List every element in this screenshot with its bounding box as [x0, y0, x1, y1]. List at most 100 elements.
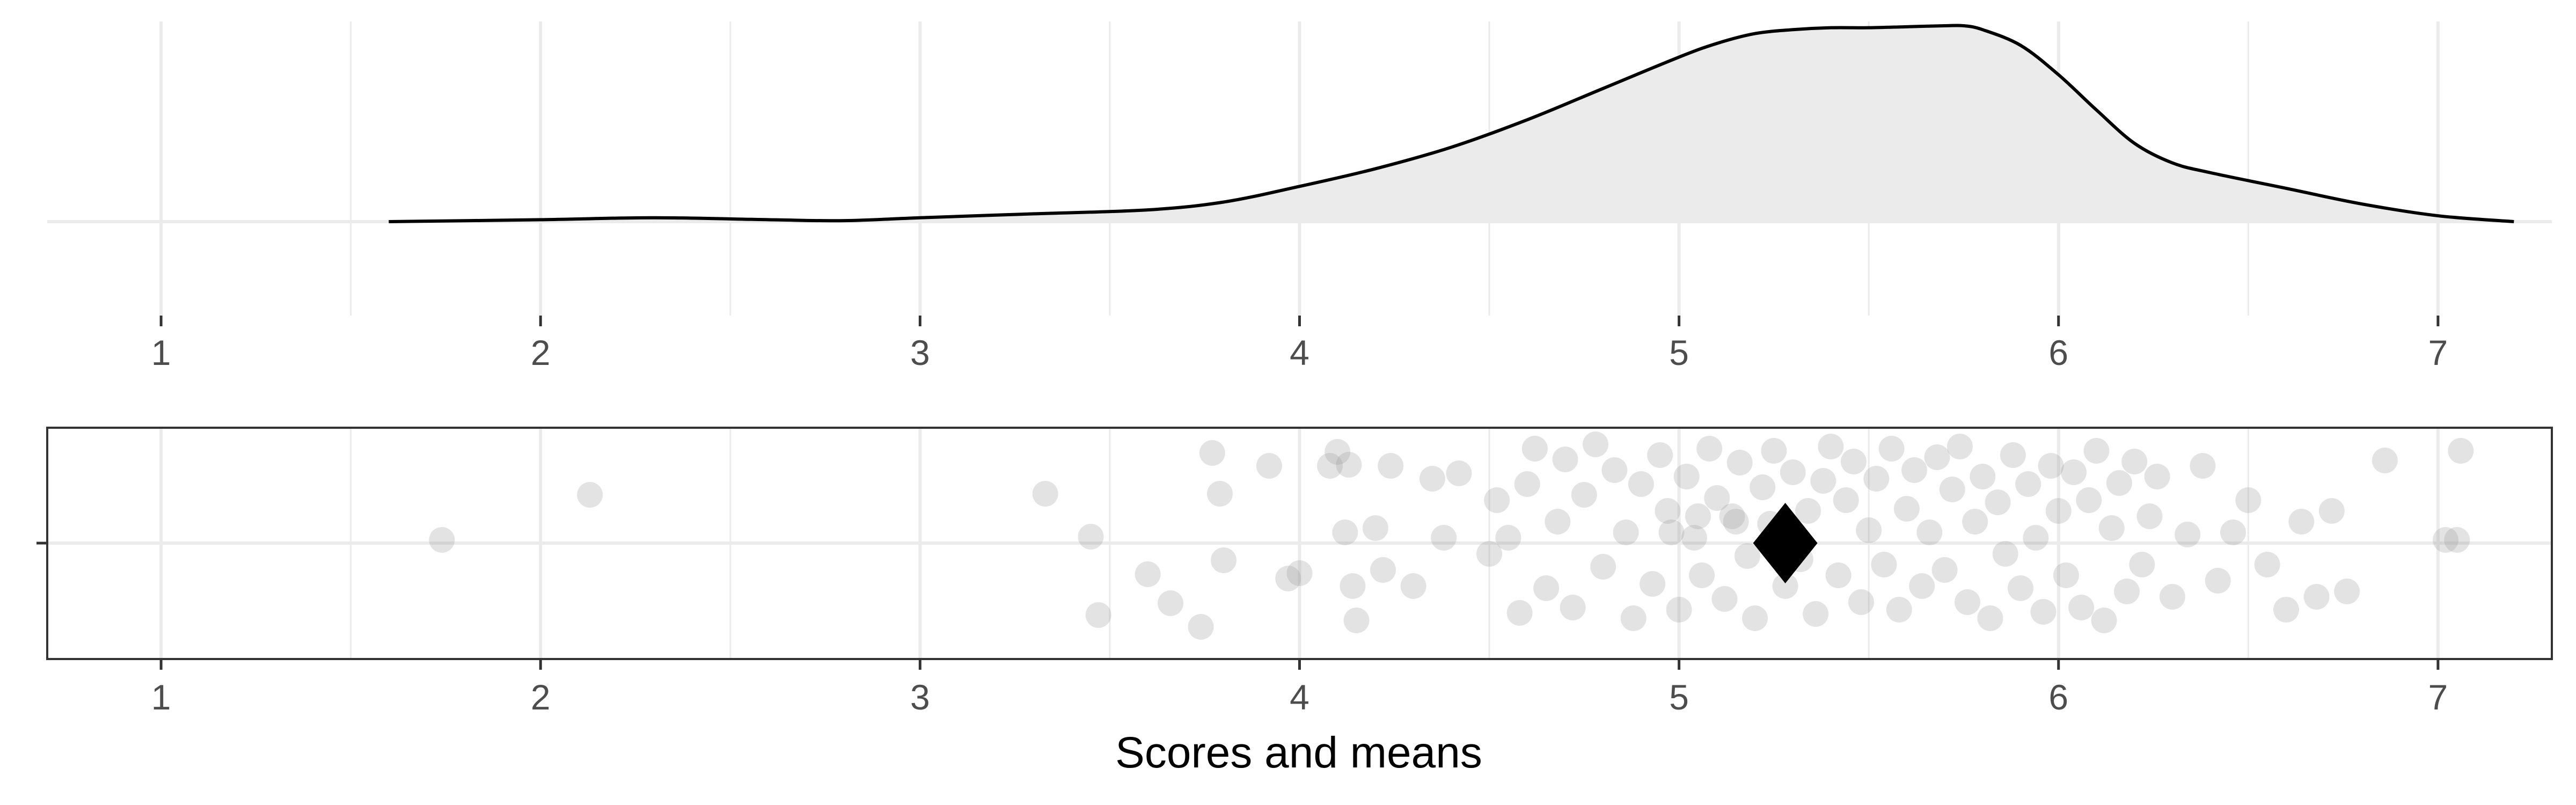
density-panel	[47, 21, 2552, 316]
data-point	[2448, 438, 2474, 464]
data-point	[1601, 457, 1628, 483]
data-point	[1400, 573, 1426, 599]
data-point	[1340, 573, 1366, 599]
density-x-axis: 1 2 3 4 5 6 7	[151, 316, 2448, 372]
data-point	[1324, 439, 1351, 465]
data-point	[2303, 584, 2330, 610]
density-x-tick-label: 6	[2048, 333, 2068, 372]
data-point	[2288, 509, 2315, 535]
data-point	[1977, 605, 2003, 631]
data-point	[1647, 442, 1673, 468]
data-point	[1286, 560, 1313, 586]
data-point	[2235, 487, 2262, 513]
data-point	[1962, 509, 1988, 535]
scatter-x-tick-label: 3	[910, 677, 930, 717]
data-point	[1332, 519, 1358, 545]
data-point	[2098, 515, 2125, 541]
data-point	[1685, 503, 1711, 529]
data-point	[2114, 579, 2140, 604]
mean-diamond-marker	[1753, 503, 1818, 583]
data-point	[1704, 485, 1730, 511]
data-point	[2053, 562, 2079, 588]
data-point	[1658, 519, 1685, 545]
data-point	[1484, 487, 1510, 513]
data-point	[2205, 568, 2231, 594]
data-point	[2273, 597, 2300, 623]
density-x-tick-label: 1	[151, 333, 171, 372]
data-point	[1431, 525, 1457, 551]
data-point	[1655, 498, 1681, 524]
data-point	[1970, 464, 1996, 489]
scatter-x-tick-label: 6	[2048, 677, 2068, 717]
data-point	[1780, 459, 1806, 485]
data-point	[1446, 460, 1472, 486]
data-point	[429, 527, 455, 553]
data-point	[1840, 449, 1867, 474]
data-point	[1803, 601, 1829, 627]
scatter-x-tick-label: 2	[531, 677, 551, 717]
data-point	[1199, 440, 1225, 466]
data-point	[1158, 590, 1184, 616]
data-point	[1818, 434, 1844, 459]
data-point	[1378, 453, 1404, 479]
data-point	[1719, 503, 1745, 529]
data-point	[1681, 525, 1707, 551]
data-point	[1545, 509, 1571, 535]
data-point	[1886, 597, 1912, 623]
data-point	[1825, 562, 1851, 588]
data-point	[1256, 453, 1282, 479]
data-point	[1742, 605, 1768, 631]
data-point	[2220, 519, 2246, 545]
data-point	[2106, 470, 2132, 496]
data-point	[1476, 541, 1503, 567]
data-point	[1750, 474, 1776, 500]
scatter-x-axis: 1 2 3 4 5 6 7	[151, 659, 2448, 717]
data-point	[1560, 595, 1586, 620]
data-point	[2008, 575, 2034, 601]
data-point	[1317, 453, 1343, 479]
data-point	[2144, 464, 2170, 489]
data-point	[577, 482, 603, 508]
data-point	[1419, 466, 1445, 492]
data-point	[2159, 584, 2185, 610]
data-point	[2318, 498, 2345, 524]
data-point	[1506, 600, 1533, 626]
data-point	[1521, 436, 1548, 462]
data-point	[2045, 498, 2072, 524]
data-point	[1370, 557, 1396, 583]
data-point	[1590, 554, 1616, 580]
data-point	[1909, 573, 1935, 599]
data-point	[2121, 449, 2148, 474]
data-point	[1620, 605, 1646, 631]
data-point	[1955, 589, 1981, 615]
data-point	[2083, 438, 2110, 464]
density-x-tick-label: 4	[1290, 333, 1309, 372]
data-point	[1628, 471, 1654, 497]
data-point	[1901, 457, 1928, 483]
data-point	[1916, 519, 1943, 545]
data-point	[1362, 515, 1388, 541]
data-point	[2000, 442, 2026, 468]
scatter-panel	[36, 427, 2553, 660]
data-point	[1211, 547, 1237, 573]
data-point	[1085, 602, 1111, 628]
data-point	[2030, 599, 2057, 625]
data-point	[1711, 586, 1738, 612]
data-point	[2175, 522, 2201, 547]
data-point	[1689, 562, 1715, 588]
data-point	[2038, 453, 2064, 479]
data-point	[2076, 487, 2102, 513]
data-point	[1188, 614, 1214, 640]
scatter-x-tick-label: 5	[1669, 677, 1689, 717]
data-point	[2444, 527, 2470, 553]
density-x-tick-label: 5	[1669, 333, 1689, 372]
data-point	[2061, 459, 2087, 485]
data-point	[2334, 579, 2360, 604]
data-point	[1761, 438, 1787, 464]
data-point	[1275, 566, 1301, 591]
data-point	[1495, 525, 1521, 551]
data-point	[1863, 466, 1890, 492]
data-point	[2254, 552, 2280, 577]
data-point	[2433, 527, 2459, 553]
